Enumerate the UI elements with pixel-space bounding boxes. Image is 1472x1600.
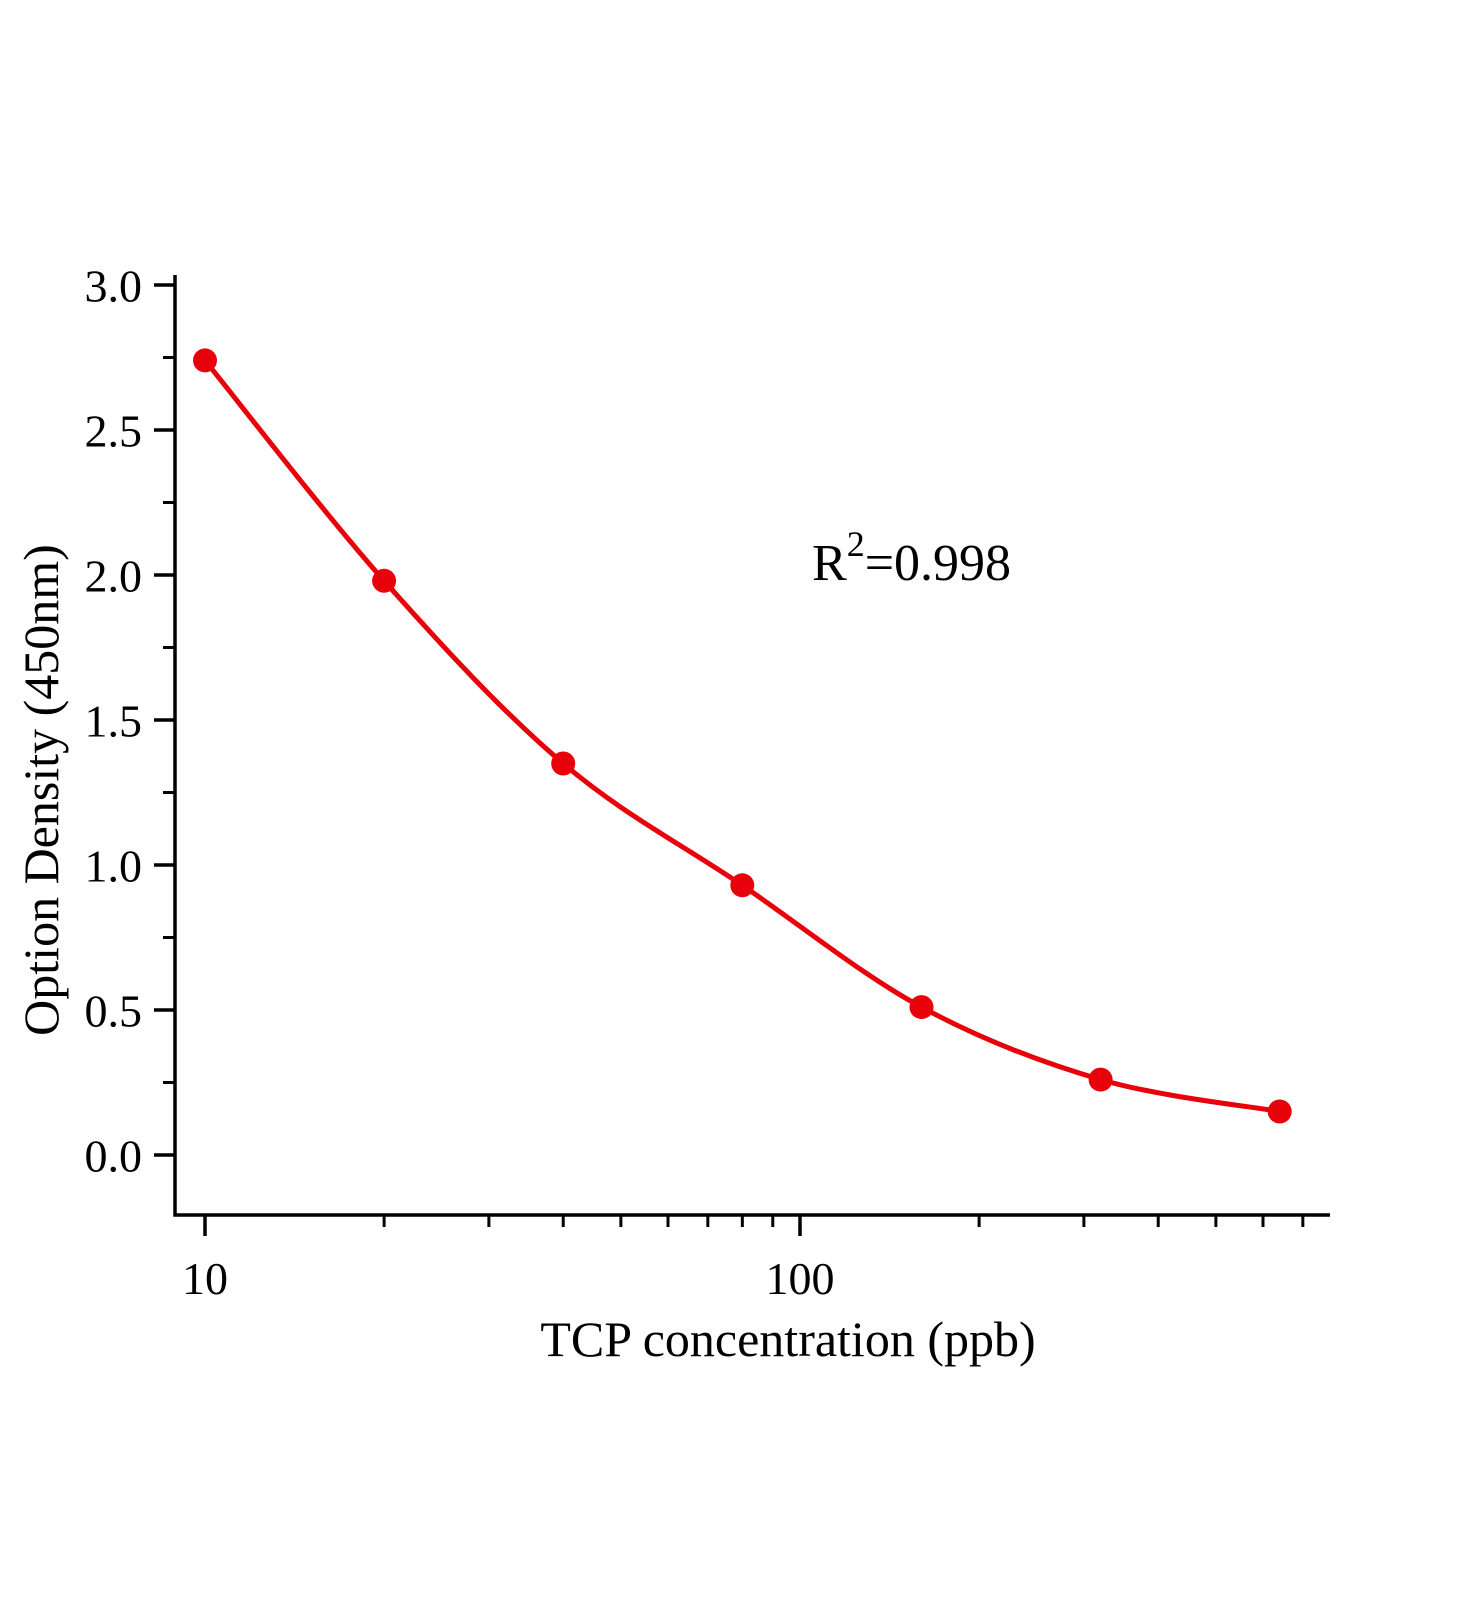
- plot-area: 0.0 0.5 1.0 1.5 2.0 2.5 3.0 10 100 R2=0.998: [85, 261, 1330, 1304]
- x-tick-label: 100: [766, 1253, 835, 1304]
- x-axis-title: TCP concentration (ppb): [540, 1311, 1035, 1367]
- r-squared-annotation: R2=0.998: [812, 524, 1011, 592]
- data-point: [1088, 1067, 1113, 1092]
- data-point: [193, 348, 217, 373]
- fit-curve: [202, 357, 1283, 1114]
- data-point: [372, 568, 397, 593]
- data-point: [909, 995, 934, 1020]
- y-tick-label: 0.5: [85, 986, 143, 1037]
- y-tick-label: 2.5: [85, 406, 143, 457]
- data-point: [1267, 1099, 1292, 1124]
- data-point: [730, 873, 755, 898]
- y-tick-label: 3.0: [85, 261, 143, 312]
- y-tick-label: 0.0: [85, 1131, 143, 1182]
- axis-lines: [173, 275, 1330, 1217]
- y-tick-label: 1.5: [85, 696, 143, 747]
- y-axis-title: Option Density (450nm): [13, 544, 69, 1036]
- data-point: [551, 751, 576, 776]
- y-tick-label: 1.0: [85, 841, 143, 892]
- y-tick-label: 2.0: [85, 551, 143, 602]
- x-tick-label: 10: [182, 1253, 228, 1304]
